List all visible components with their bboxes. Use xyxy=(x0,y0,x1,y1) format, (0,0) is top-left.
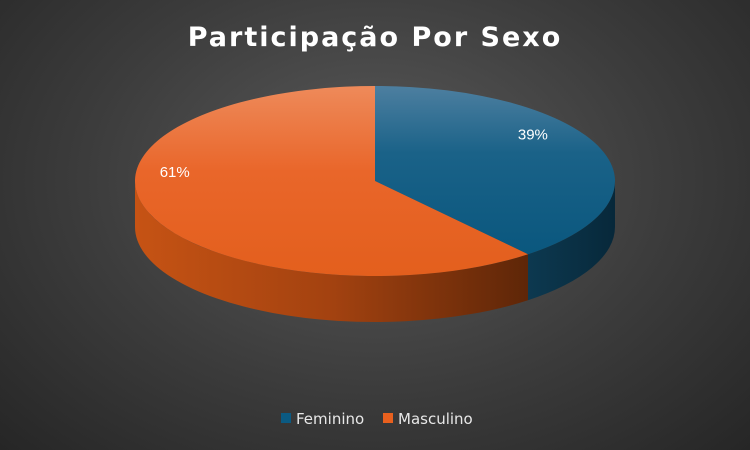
pie-slice-feminino xyxy=(375,86,615,255)
legend-label-masculino: Masculino xyxy=(398,410,473,428)
pie-group: 39% 61% xyxy=(134,86,615,323)
chart-title: Participação Por Sexo xyxy=(188,22,563,53)
legend-label-feminino: Feminino xyxy=(296,410,364,428)
legend-swatch-feminino xyxy=(281,413,291,423)
data-label-masculino: 61% xyxy=(160,164,190,181)
data-label-feminino: 39% xyxy=(518,127,548,144)
legend-swatch-masculino xyxy=(383,413,393,423)
pie-side-masculino xyxy=(135,181,528,323)
legend: Feminino Masculino xyxy=(281,410,473,428)
pie-side-feminino xyxy=(527,181,615,301)
pie-slice-masculino xyxy=(134,86,528,277)
